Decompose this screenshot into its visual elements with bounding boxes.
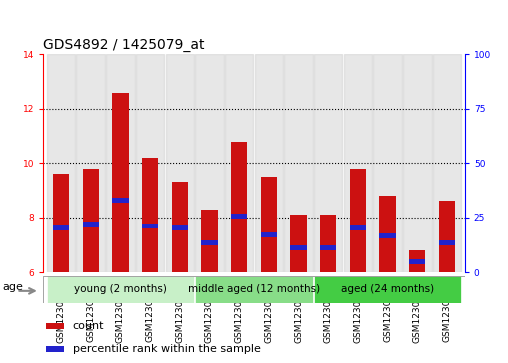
Bar: [195, 276, 313, 303]
Text: middle aged (12 months): middle aged (12 months): [188, 285, 320, 294]
Bar: [166, 54, 194, 272]
Bar: [53, 174, 69, 272]
Text: percentile rank within the sample: percentile rank within the sample: [73, 344, 261, 354]
Bar: [403, 54, 432, 272]
Bar: [82, 222, 99, 227]
Bar: [409, 250, 426, 272]
Text: young (2 months): young (2 months): [74, 285, 167, 294]
Bar: [261, 177, 277, 272]
Bar: [82, 169, 99, 272]
Bar: [195, 54, 224, 272]
Bar: [314, 54, 342, 272]
Bar: [344, 54, 372, 272]
Bar: [142, 158, 158, 272]
Bar: [112, 93, 129, 272]
Bar: [439, 201, 455, 272]
Bar: [373, 54, 402, 272]
Bar: [225, 54, 253, 272]
Bar: [379, 196, 396, 272]
Text: aged (24 months): aged (24 months): [341, 285, 434, 294]
Bar: [231, 142, 247, 272]
Bar: [439, 240, 455, 245]
Bar: [379, 233, 396, 238]
Bar: [46, 346, 64, 352]
Bar: [201, 240, 217, 245]
Bar: [255, 54, 283, 272]
Bar: [350, 225, 366, 230]
Bar: [142, 224, 158, 228]
Bar: [261, 232, 277, 237]
Bar: [172, 225, 188, 230]
Bar: [291, 215, 307, 272]
Bar: [291, 245, 307, 250]
Bar: [172, 182, 188, 272]
Bar: [201, 209, 217, 272]
Bar: [409, 259, 426, 264]
Bar: [433, 54, 461, 272]
Bar: [106, 54, 135, 272]
Text: count: count: [73, 321, 104, 331]
Bar: [47, 54, 75, 272]
Bar: [47, 276, 194, 303]
Bar: [46, 323, 64, 329]
Bar: [136, 54, 164, 272]
Bar: [320, 245, 336, 250]
Text: age: age: [2, 282, 23, 292]
Bar: [53, 225, 69, 230]
Bar: [112, 197, 129, 203]
Bar: [320, 215, 336, 272]
Bar: [76, 54, 105, 272]
Bar: [284, 54, 313, 272]
Bar: [314, 276, 461, 303]
Bar: [231, 214, 247, 219]
Bar: [350, 169, 366, 272]
Text: GDS4892 / 1425079_at: GDS4892 / 1425079_at: [43, 38, 205, 52]
